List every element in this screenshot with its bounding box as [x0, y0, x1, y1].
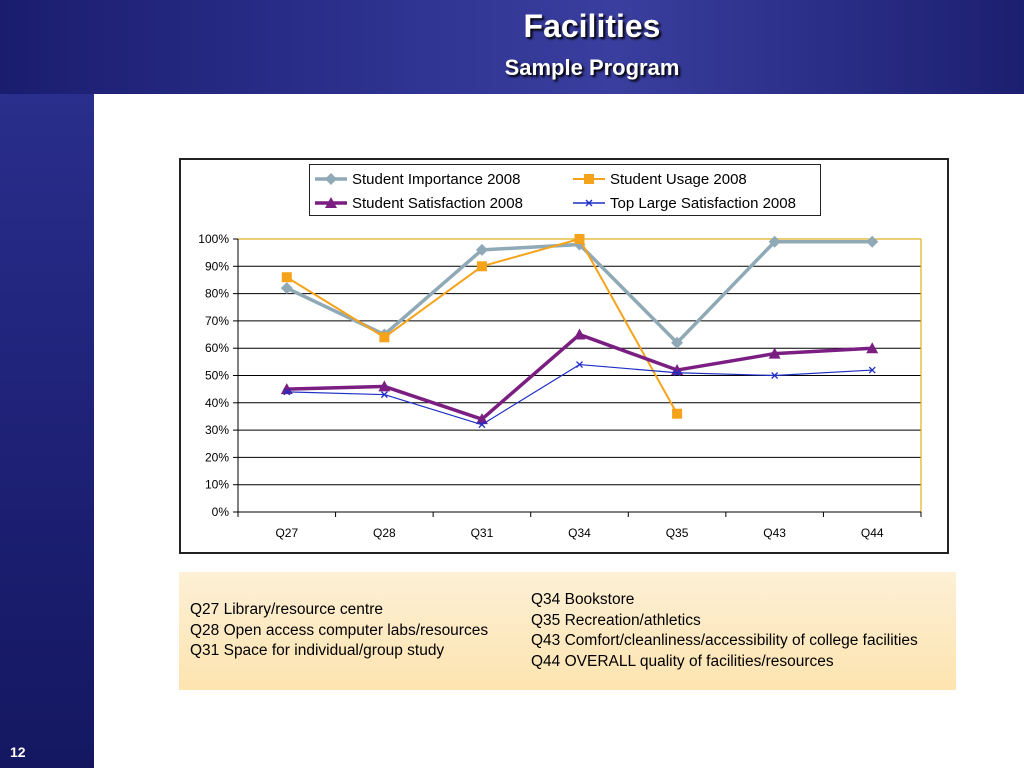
y-tick-label: 20% [205, 450, 229, 464]
legend-swatch [315, 197, 347, 208]
data-point-series-4 [673, 369, 681, 377]
data-point-series-2 [574, 234, 585, 244]
legend-swatch [315, 173, 347, 185]
question-key-line: Q34 Bookstore [531, 591, 635, 608]
data-point-series-4 [868, 366, 876, 374]
legend-label: Top Large Satisfaction 2008 [610, 194, 796, 212]
legend-label: Student Usage 2008 [610, 170, 747, 188]
slide-title: Facilities [523, 8, 661, 44]
data-point-series-2 [379, 332, 390, 343]
data-point-series-1 [280, 282, 293, 295]
y-tick-label: 100% [198, 232, 229, 246]
legend-item: Student Satisfaction 2008 [314, 192, 523, 214]
y-tick-label: 40% [205, 396, 229, 410]
question-key: Q27 Library/resource centre Q28 Open acce… [179, 572, 956, 690]
data-point-series-4 [576, 361, 583, 369]
question-key-line: Q44 OVERALL quality of facilities/resour… [531, 652, 834, 670]
question-key-right: Q34 Bookstore Q35 Recreation/athletics Q43… [531, 590, 918, 672]
data-point-series-1 [866, 235, 879, 248]
question-key-line: Q27 Library/resource centre [190, 601, 383, 618]
data-point-series-4 [771, 372, 779, 379]
data-point-series-3 [866, 342, 879, 354]
y-tick-label: 10% [205, 478, 229, 492]
question-key-line: Q31 Space for individual/group study [190, 642, 445, 659]
question-key-line: Q35 Recreation/athletics [531, 611, 701, 629]
legend-label: Student Importance 2008 [352, 170, 521, 188]
legend-swatch [573, 199, 605, 207]
slide-sidebar [0, 94, 94, 768]
x-tick-label: Q28 [373, 526, 396, 540]
line-chart: 0% 10% 20% 30% 40% 50% 60% 70% 80% 90% 100% Q27 Q28 Q… [198, 232, 922, 540]
series-line-1 [286, 239, 873, 345]
data-point-series-2 [672, 408, 683, 419]
data-point-series-2 [476, 261, 487, 272]
slide-subtitle: Sample Program [504, 55, 680, 80]
data-point-series-2 [281, 272, 292, 283]
y-tick-label: 80% [205, 287, 229, 301]
data-point-series-4 [478, 421, 486, 429]
slide-header: Facilities Sample Program [0, 0, 1024, 94]
data-point-series-4 [283, 388, 291, 396]
data-point-series-3 [378, 380, 391, 392]
legend-item: Top Large Satisfaction 2008 [572, 192, 796, 214]
data-point-series-3 [768, 347, 781, 359]
y-tick-label: 90% [205, 259, 229, 273]
y-tick-label: 60% [205, 341, 229, 355]
question-key-line: Q28 Open access computer labs/resources [190, 621, 489, 639]
x-tick-label: Q44 [861, 526, 884, 540]
page-number: 12 [10, 744, 26, 760]
y-tick-label: 0% [212, 505, 230, 519]
data-point-series-3 [475, 413, 488, 425]
y-tick-label: 70% [205, 314, 229, 328]
data-point-series-3 [573, 328, 586, 340]
y-tick-label: 50% [205, 369, 229, 383]
legend-swatch [573, 174, 605, 184]
data-point-series-4 [380, 391, 388, 399]
data-point-series-1 [671, 336, 684, 349]
legend-item: Student Usage 2008 [572, 168, 747, 190]
x-tick-label: Q35 [666, 526, 689, 540]
legend-item: Student Importance 2008 [314, 168, 520, 190]
x-tick-label: Q27 [275, 526, 298, 540]
question-key-line: Q43 Comfort/cleanliness/accessibility of… [531, 632, 918, 649]
question-key-left: Q27 Library/resource centre Q28 Open acce… [190, 600, 488, 662]
y-tick-label: 30% [205, 423, 229, 437]
series-line-4 [286, 363, 873, 426]
data-point-series-1 [573, 238, 586, 251]
series-line-3 [286, 332, 873, 421]
x-tick-label: Q31 [471, 526, 494, 540]
data-point-series-1 [475, 243, 488, 256]
x-tick-label: Q43 [763, 526, 786, 540]
chart-legend: Student Importance 2008 Student Usage 200… [309, 164, 821, 216]
x-tick-label: Q34 [568, 526, 591, 540]
chart-container: 0% 10% 20% 30% 40% 50% 60% 70% 80% 90% 100% Q27 Q28 Q… [179, 158, 949, 554]
legend-label: Student Satisfaction 2008 [352, 194, 523, 212]
data-point-series-1 [768, 235, 781, 248]
